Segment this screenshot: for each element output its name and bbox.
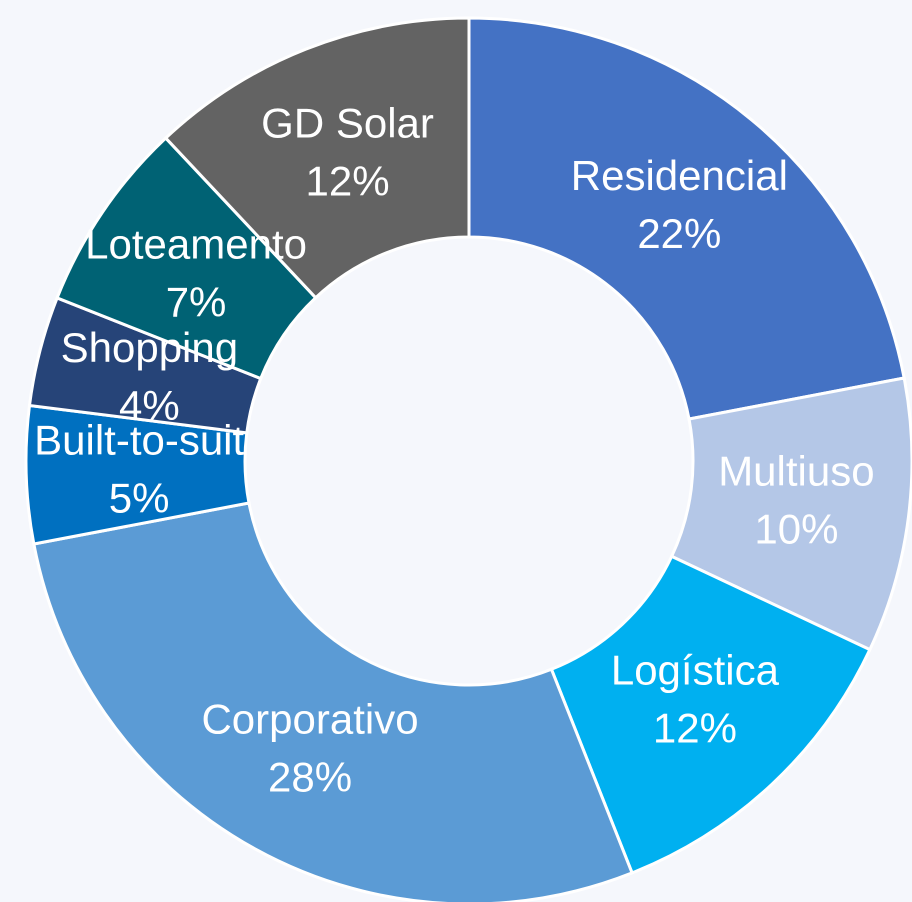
donut-slice xyxy=(32,501,635,902)
slice-value-label: 28% xyxy=(268,753,352,800)
slice-label: Shopping xyxy=(61,324,239,371)
slice-value-label: 12% xyxy=(305,157,389,204)
slice-label: Residencial xyxy=(571,152,788,199)
slice-value-label: 22% xyxy=(637,210,721,257)
slice-label: Built-to-suit xyxy=(34,416,244,463)
slice-value-label: 7% xyxy=(166,279,227,326)
slice-value-label: 12% xyxy=(653,705,737,752)
slice-value-label: 4% xyxy=(119,382,180,429)
slice-value-label: 5% xyxy=(109,474,170,521)
slice-value-label: 10% xyxy=(754,505,838,552)
slice-label: Multiuso xyxy=(718,447,874,494)
donut-slice xyxy=(467,16,906,421)
donut-slice xyxy=(163,16,471,300)
donut-slice xyxy=(549,554,872,875)
slice-label: Logística xyxy=(611,647,780,694)
slice-label: Corporativo xyxy=(201,695,418,742)
slice-label: Loteamento xyxy=(85,221,307,268)
slice-label: GD Solar xyxy=(261,99,434,146)
